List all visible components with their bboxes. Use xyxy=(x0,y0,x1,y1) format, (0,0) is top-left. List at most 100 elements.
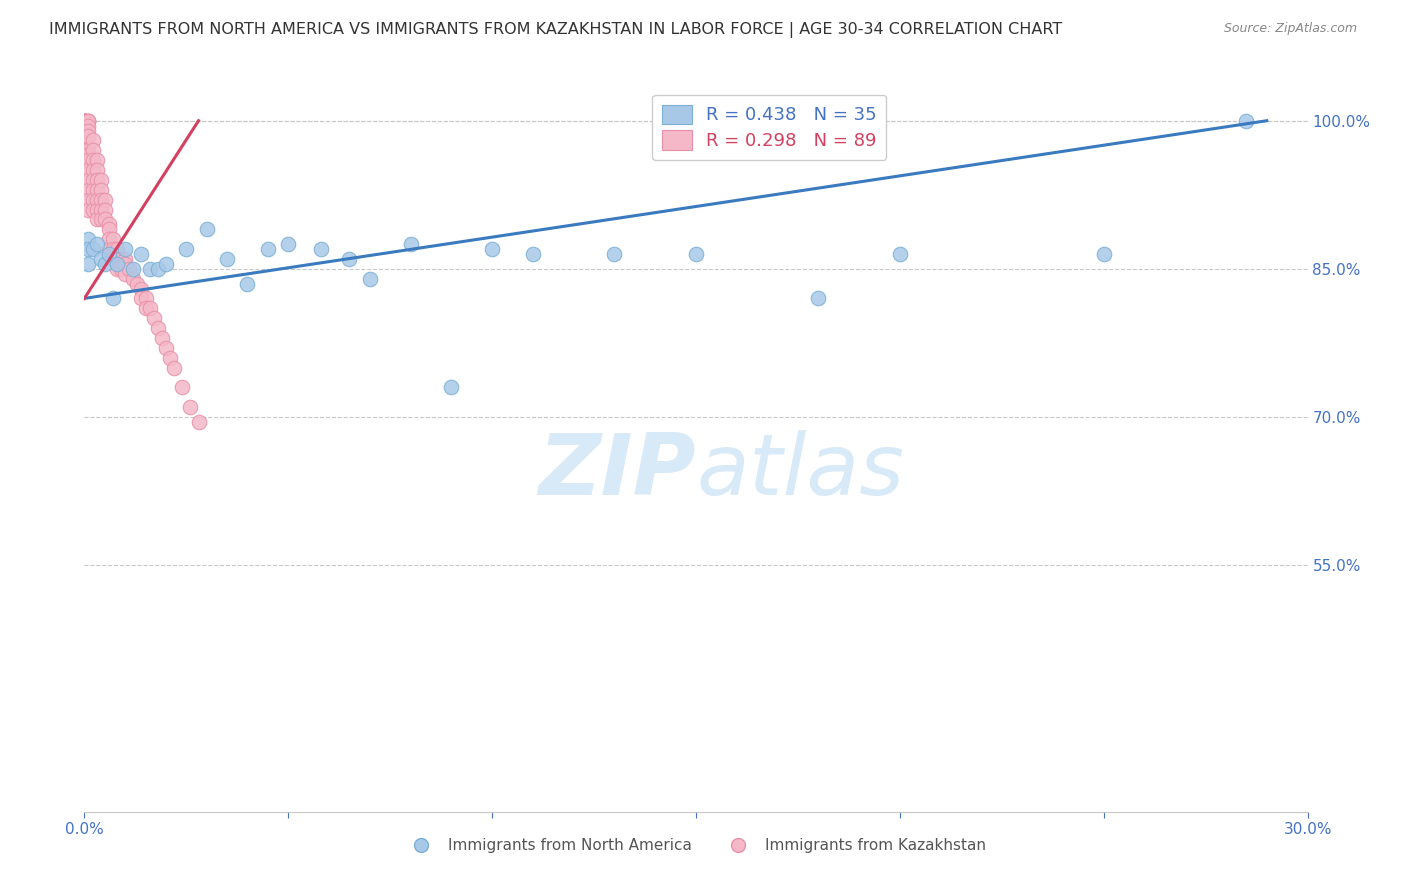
Point xyxy=(90,212,112,227)
Point xyxy=(187,415,209,429)
Point xyxy=(236,277,259,291)
Point xyxy=(82,133,104,147)
Text: IMMIGRANTS FROM NORTH AMERICA VS IMMIGRANTS FROM KAZAKHSTAN IN LABOR FORCE | AGE: IMMIGRANTS FROM NORTH AMERICA VS IMMIGRA… xyxy=(49,22,1063,38)
Point xyxy=(73,113,96,128)
Point xyxy=(73,113,96,128)
Point xyxy=(399,237,422,252)
Point xyxy=(73,113,96,128)
Point xyxy=(77,144,100,158)
Point xyxy=(77,113,100,128)
Point xyxy=(105,257,128,271)
Point xyxy=(101,252,124,266)
Point xyxy=(110,252,132,266)
Point xyxy=(155,257,177,271)
Point xyxy=(73,113,96,128)
Point xyxy=(86,202,108,217)
Legend: Immigrants from North America, Immigrants from Kazakhstan: Immigrants from North America, Immigrant… xyxy=(399,832,993,860)
Point xyxy=(481,242,503,256)
Point xyxy=(77,148,100,162)
Point xyxy=(73,113,96,128)
Point xyxy=(82,202,104,217)
Point xyxy=(339,252,361,266)
Point xyxy=(93,257,115,271)
Point xyxy=(86,193,108,207)
Point xyxy=(73,113,96,128)
Point xyxy=(685,247,707,261)
Point xyxy=(110,261,132,276)
Point xyxy=(131,281,153,295)
Point xyxy=(155,341,177,355)
Point xyxy=(86,212,108,227)
Point xyxy=(73,113,96,128)
Point xyxy=(77,128,100,143)
Point xyxy=(131,247,153,261)
Point xyxy=(77,123,100,137)
Point xyxy=(90,183,112,197)
Point xyxy=(77,242,100,256)
Point xyxy=(86,237,108,252)
Point xyxy=(77,202,100,217)
Point xyxy=(73,113,96,128)
Text: Source: ZipAtlas.com: Source: ZipAtlas.com xyxy=(1223,22,1357,36)
Point xyxy=(101,242,124,256)
Point xyxy=(97,222,120,236)
Point xyxy=(1092,247,1115,261)
Point xyxy=(73,113,96,128)
Point xyxy=(93,202,115,217)
Point xyxy=(114,242,136,256)
Point xyxy=(73,113,96,128)
Point xyxy=(73,144,96,158)
Point xyxy=(131,292,153,306)
Point xyxy=(90,252,112,266)
Point xyxy=(150,331,173,345)
Point xyxy=(309,242,332,256)
Point xyxy=(359,271,381,285)
Point xyxy=(82,163,104,178)
Point xyxy=(82,193,104,207)
Point xyxy=(172,380,194,394)
Point xyxy=(93,193,115,207)
Point xyxy=(77,193,100,207)
Point xyxy=(1236,113,1258,128)
Point xyxy=(73,153,96,168)
Point xyxy=(159,351,181,365)
Point xyxy=(77,163,100,178)
Point xyxy=(114,257,136,271)
Point xyxy=(77,153,100,168)
Point xyxy=(118,261,141,276)
Point xyxy=(73,113,96,128)
Point xyxy=(77,113,100,128)
Point xyxy=(86,173,108,187)
Point xyxy=(82,144,104,158)
Point xyxy=(163,360,186,375)
Point xyxy=(77,183,100,197)
Point xyxy=(77,113,100,128)
Point xyxy=(603,247,626,261)
Point xyxy=(82,173,104,187)
Point xyxy=(174,242,197,256)
Point xyxy=(90,193,112,207)
Point xyxy=(179,400,201,414)
Text: ZIP: ZIP xyxy=(538,430,696,513)
Point xyxy=(122,261,145,276)
Point xyxy=(86,183,108,197)
Point xyxy=(73,148,96,162)
Point xyxy=(77,173,100,187)
Point xyxy=(73,113,96,128)
Point xyxy=(82,183,104,197)
Point xyxy=(440,380,463,394)
Point xyxy=(138,261,160,276)
Point xyxy=(86,163,108,178)
Point xyxy=(138,301,160,316)
Point xyxy=(105,252,128,266)
Point xyxy=(82,242,104,256)
Point xyxy=(135,292,157,306)
Point xyxy=(93,212,115,227)
Point xyxy=(97,242,120,256)
Point xyxy=(195,222,218,236)
Point xyxy=(90,202,112,217)
Point xyxy=(114,252,136,266)
Point xyxy=(97,232,120,246)
Point xyxy=(146,321,169,335)
Point xyxy=(97,218,120,232)
